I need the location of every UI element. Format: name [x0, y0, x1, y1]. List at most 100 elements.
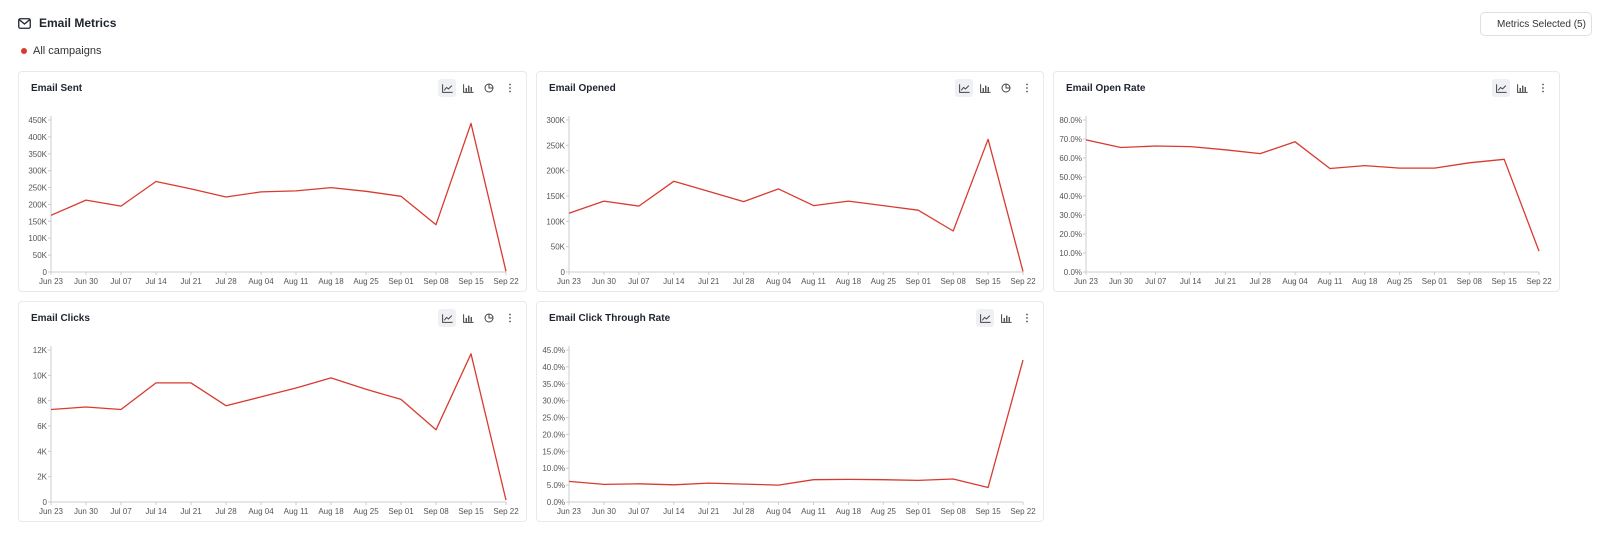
pie-chart-view-button[interactable] [997, 79, 1015, 97]
card-title: Email Opened [549, 83, 616, 94]
data-point [917, 209, 919, 211]
bar-chart-view-button[interactable] [459, 309, 477, 327]
series-line [50, 353, 507, 501]
pie-chart-view-button[interactable] [480, 79, 498, 97]
x-tick-label: Jun 23 [39, 507, 64, 516]
x-tick-label: Sep 22 [1526, 277, 1552, 286]
data-point [1120, 146, 1122, 148]
line-chart-view-button[interactable] [955, 79, 973, 97]
line-chart-view-button[interactable] [1492, 79, 1510, 97]
x-tick-label: Sep 01 [388, 277, 414, 286]
y-tick-label: 0 [561, 268, 566, 277]
x-tick-label: Sep 08 [940, 507, 966, 516]
y-tick-label: 300K [28, 167, 47, 176]
bar-chart-view-button[interactable] [997, 309, 1015, 327]
bar-chart-icon [462, 313, 474, 323]
data-point [295, 190, 297, 192]
series-line [1085, 139, 1540, 252]
card-title: Email Sent [31, 83, 83, 94]
data-point [1259, 152, 1261, 154]
x-tick-label: Jul 21 [180, 277, 202, 286]
y-tick-label: 6K [37, 422, 47, 431]
x-tick-label: Jul 28 [733, 277, 755, 286]
series-legend[interactable]: All campaigns [21, 45, 101, 57]
data-point [1538, 250, 1540, 252]
x-tick-label: Jun 23 [39, 277, 64, 286]
metrics-selected-button[interactable]: Metrics Selected (5) [1480, 12, 1592, 36]
card-title: Email Click Through Rate [549, 313, 671, 324]
x-tick-label: Jul 14 [663, 277, 685, 286]
more-options-button[interactable] [1018, 309, 1036, 327]
y-tick-label: 5.0% [547, 481, 565, 490]
x-tick-label: Sep 01 [906, 277, 932, 286]
data-point [400, 398, 402, 400]
line-chart-icon [979, 313, 991, 323]
data-point [847, 478, 849, 480]
page-header: Email Metrics [18, 16, 116, 30]
chart-card-email-sent: Email Sent 0 50K 100K 150K 200K 250K 300K 350K 4… [18, 71, 527, 292]
data-point [505, 270, 507, 272]
y-tick-label: 35.0% [542, 380, 565, 389]
x-tick-label: Sep 08 [940, 277, 966, 286]
x-tick-label: Jul 07 [628, 277, 650, 286]
y-tick-label: 250K [546, 141, 565, 150]
more-options-button[interactable] [1018, 79, 1036, 97]
x-tick-label: Aug 04 [1282, 277, 1308, 286]
data-point [1189, 145, 1191, 147]
bar-chart-view-button[interactable] [459, 79, 477, 97]
bar-chart-view-button[interactable] [976, 79, 994, 97]
x-tick-label: Jul 21 [180, 507, 202, 516]
x-tick-label: Sep 01 [906, 507, 932, 516]
kebab-menu-icon [1542, 83, 1544, 93]
legend-dot [21, 48, 27, 54]
y-tick-label: 40.0% [542, 363, 565, 372]
x-tick-label: Aug 04 [248, 277, 274, 286]
line-chart: 0 50K 100K 150K 200K 250K 300K 350K 400K 450K Jun … [28, 116, 519, 286]
data-point [120, 205, 122, 207]
y-tick-label: 0 [43, 268, 48, 277]
data-point [1468, 162, 1470, 164]
chart-view-toggle [955, 79, 1036, 97]
pie-chart-view-button[interactable] [480, 309, 498, 327]
more-options-button[interactable] [1534, 79, 1552, 97]
chart-view-toggle [438, 309, 519, 327]
data-point [85, 199, 87, 201]
data-point [1022, 359, 1024, 361]
x-tick-label: Sep 08 [1457, 277, 1483, 286]
more-options-button[interactable] [501, 309, 519, 327]
data-point [777, 484, 779, 486]
data-point [987, 138, 989, 140]
x-tick-label: Jun 30 [1109, 277, 1134, 286]
data-point [882, 204, 884, 206]
y-tick-label: 20.0% [1059, 230, 1082, 239]
y-tick-label: 15.0% [542, 447, 565, 456]
data-point [568, 212, 570, 214]
y-tick-label: 0.0% [547, 498, 565, 507]
line-chart-view-button[interactable] [976, 309, 994, 327]
x-tick-label: Aug 25 [871, 507, 897, 516]
x-tick-label: Aug 25 [353, 277, 379, 286]
bar-chart-view-button[interactable] [1513, 79, 1531, 97]
data-point [673, 180, 675, 182]
series-line [50, 122, 507, 272]
y-tick-label: 12K [33, 346, 48, 355]
x-tick-label: Aug 25 [1387, 277, 1413, 286]
line-chart-view-button[interactable] [438, 79, 456, 97]
data-point [1398, 167, 1400, 169]
x-tick-label: Sep 15 [458, 507, 484, 516]
data-point [987, 486, 989, 488]
data-point [435, 224, 437, 226]
x-tick-label: Aug 25 [353, 507, 379, 516]
data-point [952, 478, 954, 480]
data-point [330, 186, 332, 188]
y-tick-label: 30.0% [1059, 211, 1082, 220]
line-chart-view-button[interactable] [438, 309, 456, 327]
x-tick-label: Aug 18 [836, 277, 862, 286]
data-point [1329, 167, 1331, 169]
bar-chart-icon [1516, 83, 1528, 93]
more-options-button[interactable] [501, 79, 519, 97]
x-tick-label: Aug 11 [801, 277, 826, 286]
data-point [225, 405, 227, 407]
series-line [568, 359, 1024, 489]
x-tick-label: Aug 11 [284, 277, 309, 286]
